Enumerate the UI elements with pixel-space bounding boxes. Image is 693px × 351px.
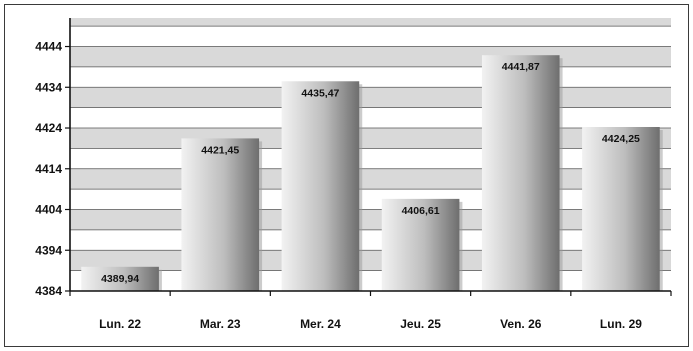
- bars: [81, 55, 663, 292]
- grid-band: [70, 148, 671, 169]
- y-tick-label: 4444: [35, 40, 62, 54]
- x-axis-ticks: Lun. 22 Mar. 23 Mer. 24 Jeu. 25 Ven. 26 Lun. …: [69, 291, 672, 331]
- bar: [181, 138, 260, 291]
- y-tick-label: 4434: [35, 80, 62, 94]
- y-axis-ticks: 4384 4394 4404 4414 4424 4434 4444: [35, 40, 70, 298]
- grid-band: [70, 107, 671, 129]
- y-tick-label: 4394: [35, 243, 62, 257]
- x-tick-label: Lun. 22: [99, 317, 141, 331]
- y-tick-label: 4384: [35, 284, 62, 298]
- value-labels: 4389,94 4421,45 4435,47 4406,61 4441,87 4424,…: [101, 61, 640, 285]
- grid-band: [70, 189, 671, 210]
- grid-band: [70, 87, 671, 108]
- data-label: 4441,87: [502, 61, 540, 73]
- data-label: 4435,47: [301, 87, 339, 99]
- grid-lines: [70, 25, 671, 272]
- grid-band: [70, 229, 671, 251]
- bar: [281, 81, 360, 291]
- data-label: 4389,94: [101, 273, 139, 285]
- y-tick-label: 4424: [35, 121, 62, 135]
- grid-band: [70, 128, 671, 149]
- x-tick-label: Mar. 23: [200, 317, 241, 331]
- x-tick-label: Lun. 29: [600, 317, 642, 331]
- grid-band: [70, 168, 671, 190]
- data-label: 4421,45: [201, 144, 239, 156]
- bar: [582, 126, 660, 291]
- data-label: 4424,25: [602, 133, 640, 145]
- grid-band: [70, 250, 671, 271]
- data-label: 4406,61: [402, 205, 440, 217]
- grid-band: [70, 18, 671, 27]
- bar: [81, 266, 159, 291]
- y-tick-label: 4404: [35, 203, 62, 217]
- bar: [381, 198, 460, 291]
- grid-band: [70, 66, 671, 88]
- x-tick-label: Ven. 26: [500, 317, 542, 331]
- x-tick-label: Jeu. 25: [400, 317, 441, 331]
- grid-band: [70, 209, 671, 230]
- bar: [481, 55, 560, 292]
- y-tick-label: 4414: [35, 162, 62, 176]
- grid-band: [70, 26, 671, 47]
- x-tick-label: Mer. 24: [300, 317, 341, 331]
- grid-band: [70, 46, 671, 67]
